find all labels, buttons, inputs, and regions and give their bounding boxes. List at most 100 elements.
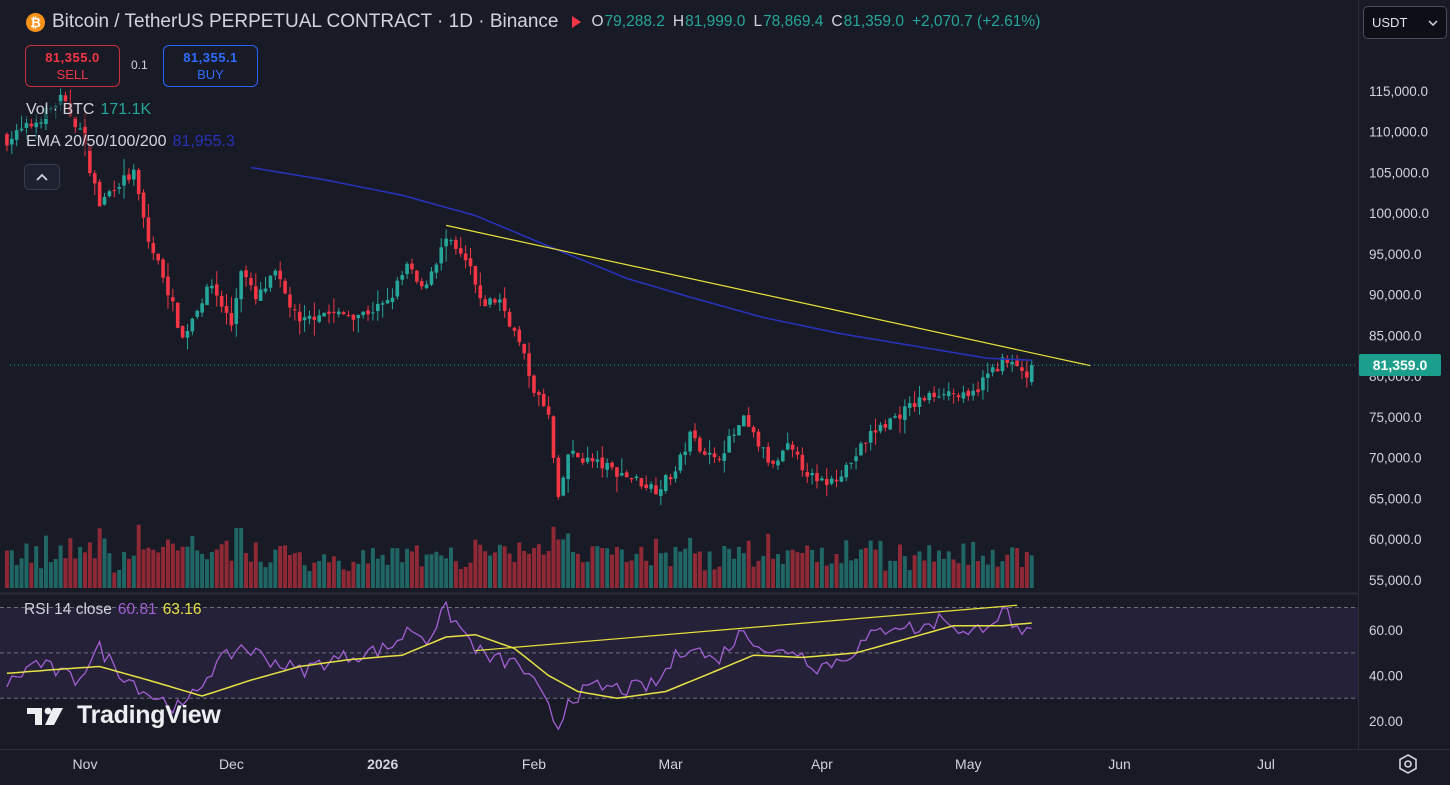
candle-body <box>361 311 365 316</box>
candle-body <box>624 472 629 478</box>
candle-body <box>610 462 614 468</box>
volume-bar <box>175 550 180 588</box>
volume-bar <box>395 548 400 588</box>
volume-bar <box>117 569 122 588</box>
candle-body <box>210 285 214 289</box>
rsi-legend[interactable]: RSI 14 close 60.81 63.16 <box>24 601 201 619</box>
candle-body <box>415 270 419 282</box>
candle-body <box>859 443 863 456</box>
candle-body <box>903 406 907 420</box>
candle-body <box>766 446 770 463</box>
candle-body <box>1015 360 1019 367</box>
volume-label: Vol · BTC <box>26 101 95 118</box>
candle-body <box>1029 365 1034 383</box>
volume-bar <box>761 555 766 588</box>
candle-body <box>654 485 658 495</box>
price-tick-label: 95,000.0 <box>1369 247 1422 262</box>
candle-body <box>63 95 68 102</box>
candle-body <box>615 467 619 477</box>
volume-bar <box>595 546 600 588</box>
candle-body <box>166 276 170 296</box>
candle-body <box>288 294 292 308</box>
volume-bar <box>141 549 146 588</box>
candle-body <box>659 489 663 496</box>
price-tick-label: 100,000.0 <box>1369 206 1429 221</box>
rsi-line <box>6 600 1032 731</box>
volume-bar <box>453 561 458 588</box>
volume-bar <box>126 558 131 588</box>
volume-bar <box>165 539 170 588</box>
buy-button[interactable]: 81,355.1 BUY <box>163 45 258 87</box>
volume-bar <box>858 549 863 588</box>
time-tick-label: May <box>955 756 981 772</box>
volume-bar <box>380 554 385 588</box>
candle-body <box>785 443 790 450</box>
candle-body <box>873 430 878 433</box>
volume-bar <box>1000 561 1005 588</box>
volume-bar <box>146 547 151 588</box>
volume-bar <box>966 564 971 588</box>
volume-bar <box>600 547 605 588</box>
candle-body <box>493 299 497 303</box>
volume-bar <box>209 551 214 588</box>
candle-body <box>190 318 195 332</box>
volume-bar <box>971 541 976 588</box>
price-tick-label: 70,000.0 <box>1369 451 1422 466</box>
buy-label: BUY <box>197 67 224 82</box>
volume-bar <box>829 563 834 588</box>
candle-body <box>468 258 473 267</box>
volume-bar <box>131 555 136 588</box>
volume-bar <box>497 544 502 588</box>
volume-bar <box>653 538 658 588</box>
volume-bar <box>258 561 263 588</box>
candle-body <box>507 311 512 327</box>
candle-body <box>888 418 892 430</box>
currency-select[interactable]: USDT <box>1363 6 1447 39</box>
candle-body <box>268 275 273 288</box>
candle-body <box>722 453 727 461</box>
candle-body <box>717 458 722 460</box>
spread-value: 0.1 <box>131 58 148 72</box>
volume-bar <box>244 552 249 588</box>
volume-bar <box>375 558 380 588</box>
candle-body <box>195 310 200 317</box>
volume-bar <box>780 563 785 588</box>
candle-body <box>839 476 844 482</box>
time-tick-label: Mar <box>659 756 683 772</box>
volume-bar <box>693 553 697 588</box>
ema-legend[interactable]: EMA 20/50/100/200 81,955.3 <box>24 133 237 151</box>
sell-button[interactable]: 81,355.0 SELL <box>25 45 120 87</box>
price-tick-label: 105,000.0 <box>1369 165 1429 180</box>
volume-bar <box>512 561 517 588</box>
collapse-legend-button[interactable] <box>24 164 60 190</box>
last-price-tag: 81,359.0 <box>1359 354 1441 377</box>
time-tick-label: Dec <box>219 756 244 772</box>
volume-legend[interactable]: Vol · BTC 171.1K <box>24 101 154 119</box>
volume-bar <box>732 558 737 588</box>
volume-bar <box>268 562 273 588</box>
candle-body <box>937 396 941 398</box>
volume-bar <box>712 569 717 588</box>
rsi-tick-label: 20.00 <box>1369 714 1403 729</box>
candle-body <box>571 450 575 454</box>
volume-bar <box>409 551 414 588</box>
candle-body <box>454 239 458 249</box>
volume-bar <box>834 553 839 588</box>
volume-bar <box>366 563 371 588</box>
volume-bar <box>385 564 390 588</box>
volume-bar <box>473 539 478 588</box>
rsi-trendline <box>475 604 1018 652</box>
volume-bar <box>927 545 932 588</box>
flag-icon[interactable] <box>572 16 582 28</box>
volume-bar <box>483 551 488 588</box>
volume-bar <box>239 527 244 588</box>
symbol-title[interactable]: Bitcoin / TetherUS PERPETUAL CONTRACT · … <box>52 11 559 32</box>
candle-body <box>907 403 912 408</box>
tradingview-logo[interactable]: TradingView <box>26 701 221 730</box>
candle-body <box>893 416 897 418</box>
volume-bar <box>922 560 927 588</box>
settings-icon[interactable] <box>1397 753 1419 775</box>
candle-body <box>1000 357 1005 372</box>
candle-body <box>629 477 634 480</box>
